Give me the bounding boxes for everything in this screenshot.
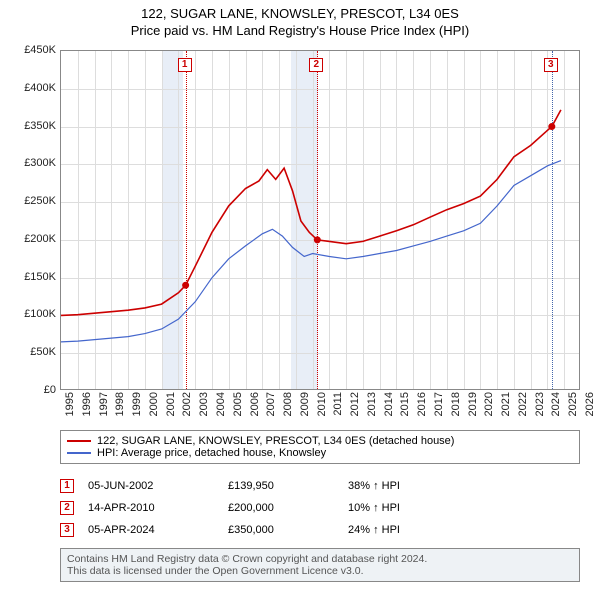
x-axis-label: 1997 [98,392,110,422]
sale-row: 3 05-APR-2024£350,00024% ↑ HPI [60,519,580,541]
x-axis-label: 2004 [215,392,227,422]
x-axis-label: 2006 [249,392,261,422]
sale-row-date: 05-APR-2024 [88,524,228,536]
sales-table: 1 05-JUN-2002£139,95038% ↑ HPI 2 14-APR-201… [60,475,580,541]
legend-item-hpi: HPI: Average price, detached house, Know… [67,447,573,459]
footer-line2: This data is licensed under the Open Gov… [67,565,573,577]
legend-label-hpi: HPI: Average price, detached house, Know… [97,447,326,459]
x-axis-label: 2019 [467,392,479,422]
x-axis-label: 2022 [517,392,529,422]
x-axis-label: 1998 [114,392,126,422]
x-axis-label: 2017 [433,392,445,422]
title-subtitle: Price paid vs. HM Land Registry's House … [0,23,600,38]
sale-row-delta: 24% ↑ HPI [348,524,468,536]
y-axis-label: £300K [6,157,56,169]
legend: 122, SUGAR LANE, KNOWSLEY, PRESCOT, L34 … [60,430,580,464]
sale-row-badge: 1 [60,479,74,493]
y-axis-label: £250K [6,195,56,207]
sale-row-price: £350,000 [228,524,348,536]
x-axis-label: 2014 [383,392,395,422]
x-axis-label: 2002 [181,392,193,422]
sale-row: 1 05-JUN-2002£139,95038% ↑ HPI [60,475,580,497]
x-axis-label: 2010 [316,392,328,422]
chart-plot-area [60,50,580,390]
series-line-hpi [61,161,561,342]
x-axis-label: 2001 [165,392,177,422]
x-axis-label: 1996 [81,392,93,422]
sale-marker-badge: 3 [544,58,558,72]
sale-row-badge: 2 [60,501,74,515]
x-axis-label: 2023 [534,392,546,422]
x-axis-label: 2026 [584,392,596,422]
sale-row-date: 14-APR-2010 [88,502,228,514]
series-line-price [61,110,561,316]
sale-row: 2 14-APR-2010£200,00010% ↑ HPI [60,497,580,519]
x-axis-label: 1995 [64,392,76,422]
x-axis-label: 2011 [332,392,344,422]
footer-attribution: Contains HM Land Registry data © Crown c… [60,548,580,582]
x-axis-label: 2018 [450,392,462,422]
legend-label-price: 122, SUGAR LANE, KNOWSLEY, PRESCOT, L34 … [97,435,454,447]
x-axis-label: 2021 [500,392,512,422]
sale-row-date: 05-JUN-2002 [88,480,228,492]
x-axis-label: 2009 [299,392,311,422]
y-axis-label: £100K [6,308,56,320]
x-axis-label: 2013 [366,392,378,422]
y-axis-label: £450K [6,44,56,56]
sale-marker-badge: 2 [309,58,323,72]
y-axis-label: £150K [6,271,56,283]
x-axis-label: 2015 [399,392,411,422]
x-axis-label: 2025 [567,392,579,422]
legend-item-price: 122, SUGAR LANE, KNOWSLEY, PRESCOT, L34 … [67,435,573,447]
sale-row-price: £139,950 [228,480,348,492]
legend-swatch-hpi [67,452,91,454]
y-axis-label: £350K [6,120,56,132]
x-axis-label: 2024 [550,392,562,422]
x-axis-label: 2000 [148,392,160,422]
chart-title-block: 122, SUGAR LANE, KNOWSLEY, PRESCOT, L34 … [0,0,600,40]
x-axis-label: 2005 [232,392,244,422]
sale-row-price: £200,000 [228,502,348,514]
y-axis-label: £0 [6,384,56,396]
x-axis-label: 2007 [265,392,277,422]
x-axis-label: 1999 [131,392,143,422]
sale-marker-badge: 1 [178,58,192,72]
x-axis-label: 2003 [198,392,210,422]
sale-row-delta: 38% ↑ HPI [348,480,468,492]
title-address: 122, SUGAR LANE, KNOWSLEY, PRESCOT, L34 … [0,6,600,21]
sale-row-delta: 10% ↑ HPI [348,502,468,514]
x-axis-label: 2016 [416,392,428,422]
y-axis-label: £200K [6,233,56,245]
x-axis-label: 2012 [349,392,361,422]
y-axis-label: £50K [6,346,56,358]
y-axis-label: £400K [6,82,56,94]
legend-swatch-price [67,440,91,442]
x-axis-label: 2008 [282,392,294,422]
footer-line1: Contains HM Land Registry data © Crown c… [67,553,573,565]
x-axis-label: 2020 [483,392,495,422]
chart-svg [61,51,579,389]
sale-row-badge: 3 [60,523,74,537]
